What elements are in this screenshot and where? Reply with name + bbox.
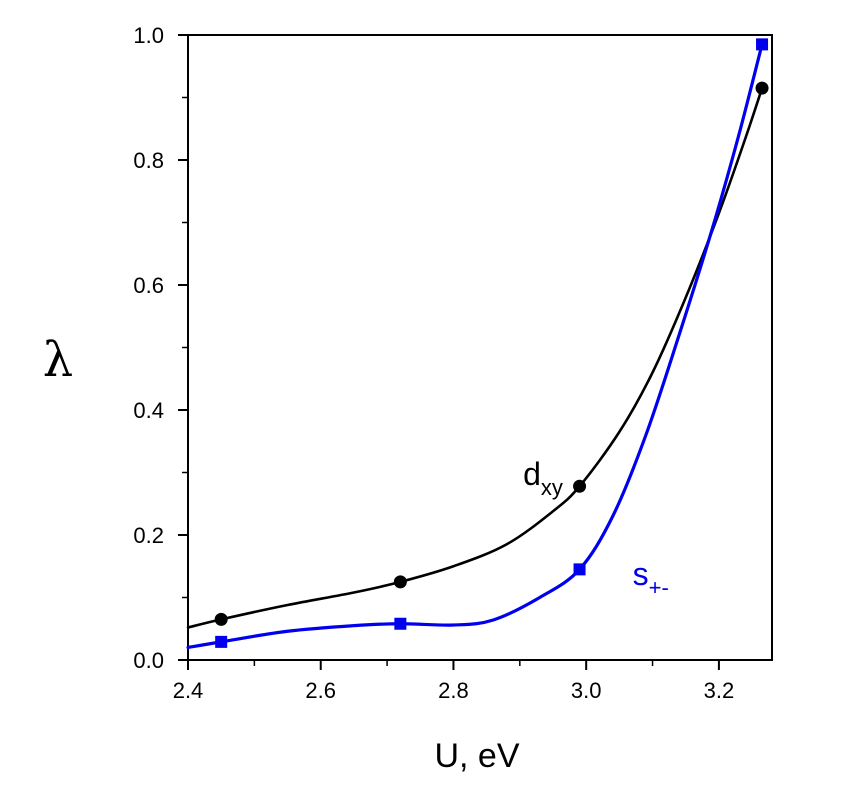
series-label-main: d bbox=[523, 456, 541, 492]
y-tick-label: 0.0 bbox=[133, 648, 164, 673]
data-point-s_pm bbox=[394, 617, 407, 630]
series-label-main: s bbox=[633, 556, 649, 592]
x-tick-label: 2.4 bbox=[173, 678, 204, 703]
label-layer: U, eV λ dxy s+- bbox=[43, 332, 669, 775]
x-tick-label: 2.8 bbox=[438, 678, 469, 703]
x-tick-label: 2.6 bbox=[305, 678, 336, 703]
y-tick-label: 0.4 bbox=[133, 398, 164, 423]
data-point-dxy bbox=[393, 575, 407, 589]
series-layer bbox=[186, 38, 769, 650]
series-line-dxy bbox=[186, 86, 764, 629]
data-point-dxy bbox=[755, 81, 769, 95]
y-tick-label: 1.0 bbox=[133, 23, 164, 48]
x-tick-label: 3.2 bbox=[704, 678, 735, 703]
series-label-s_pm: s+- bbox=[633, 556, 669, 600]
y-tick-label: 0.6 bbox=[133, 273, 164, 298]
plot-frame bbox=[187, 34, 773, 661]
x-axis-label: U, eV bbox=[434, 737, 519, 775]
data-point-s_pm bbox=[756, 38, 769, 51]
series-label-subscript: xy bbox=[541, 475, 563, 500]
series-line-s_pm bbox=[186, 42, 764, 650]
series-label-dxy: dxy bbox=[523, 456, 563, 500]
y-axis-label: λ bbox=[43, 332, 73, 388]
axes-layer: 2.4 2.6 2.8 3.0 3.2 0.0 0.2 0.4 0.6 0.8 1.0 bbox=[133, 23, 773, 703]
x-tick-label: 3.0 bbox=[571, 678, 602, 703]
y-tick-label: 0.8 bbox=[133, 148, 164, 173]
series-label-subscript: +- bbox=[649, 575, 669, 600]
data-point-dxy bbox=[573, 479, 587, 493]
y-tick-label: 0.2 bbox=[133, 523, 164, 548]
data-point-s_pm bbox=[215, 635, 228, 648]
data-point-s_pm bbox=[573, 563, 586, 576]
data-point-dxy bbox=[214, 612, 228, 626]
